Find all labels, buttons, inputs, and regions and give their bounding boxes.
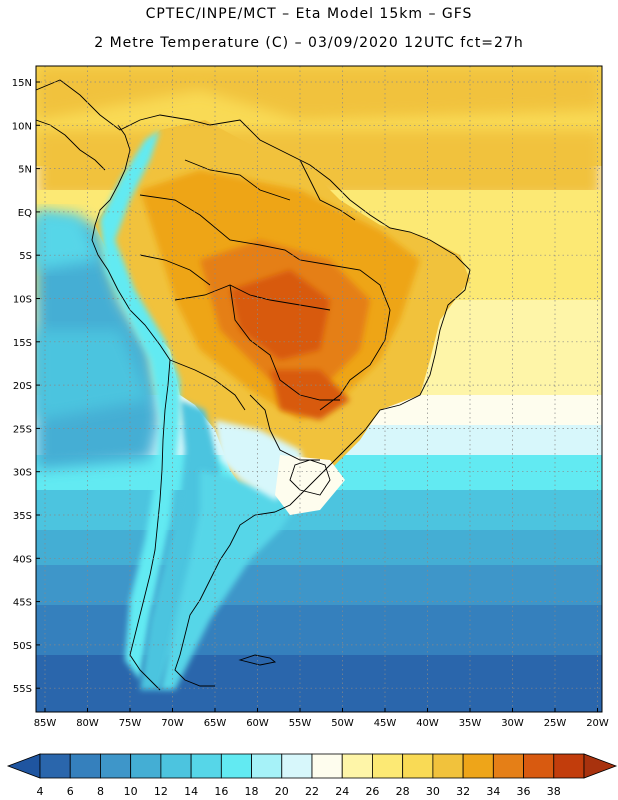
lat-label: 35S — [13, 511, 32, 522]
colorbar-label: 4 — [37, 785, 44, 798]
colorbar-over-arrow — [583, 753, 618, 779]
colorbar-label: 12 — [154, 785, 168, 798]
lat-label: 25S — [13, 424, 32, 435]
lon-label: 25W — [544, 718, 567, 729]
lon-label: 40W — [416, 718, 439, 729]
colorbar-swatch — [523, 753, 555, 779]
lat-label: 10N — [12, 121, 32, 132]
lon-label: 55W — [289, 718, 312, 729]
lon-label: 85W — [34, 718, 57, 729]
colorbar-label: 28 — [396, 785, 410, 798]
colorbar-swatch — [160, 753, 192, 779]
coastlines — [36, 79, 471, 691]
title-line-2: 2 Metre Temperature (C) – 03/09/2020 12U… — [94, 35, 524, 51]
map-frame — [35, 65, 603, 713]
lat-label: 5N — [18, 165, 32, 176]
colorbar-swatch — [100, 753, 132, 779]
colorbar-swatch — [39, 753, 71, 779]
colorbar-swatch — [492, 753, 524, 779]
lon-label: 80W — [76, 718, 99, 729]
colorbar-swatch — [402, 753, 434, 779]
latitude-labels: 15N 10N 5N EQ 5S 10S 15S 20S 25S 30S 35S 40S 45S 50S 5… — [12, 78, 40, 695]
lon-label: 30W — [501, 718, 524, 729]
colorbar-swatch — [190, 753, 222, 779]
lat-label: 30S — [13, 468, 32, 479]
colorbar-swatch — [372, 753, 404, 779]
colorbar-swatch — [432, 753, 464, 779]
lon-label: 65W — [204, 718, 227, 729]
colorbar-label: 34 — [486, 785, 500, 798]
colorbar-label: 18 — [245, 785, 259, 798]
colorbar-label: 24 — [335, 785, 349, 798]
colorbar-label: 22 — [305, 785, 319, 798]
colorbar-label: 26 — [365, 785, 379, 798]
colorbar-label: 36 — [517, 785, 531, 798]
colorbar-swatch — [130, 753, 162, 779]
colorbar-swatch — [251, 753, 283, 779]
colorbar-swatch — [281, 753, 313, 779]
colorbar-swatch — [553, 753, 585, 779]
colorbar-label: 16 — [214, 785, 228, 798]
lat-label: 50S — [13, 641, 32, 652]
lat-label: 45S — [13, 598, 32, 609]
colorbar-label: 14 — [184, 785, 198, 798]
lat-label: 10S — [13, 295, 32, 306]
title-line-1: CPTEC/INPE/MCT – Eta Model 15km – GFS — [145, 6, 473, 22]
map-field — [36, 66, 602, 712]
lat-label: EQ — [18, 208, 32, 219]
colorbar-label: 30 — [426, 785, 440, 798]
lon-label: 45W — [374, 718, 397, 729]
lon-label: 35W — [459, 718, 482, 729]
lat-label: 20S — [13, 381, 32, 392]
lon-label: 50W — [331, 718, 354, 729]
colorbar: 4 6 8 10 12 14 16 18 20 22 24 26 28 30 32 34 36 38 — [6, 753, 618, 798]
colorbar-under-arrow — [6, 753, 41, 779]
colorbar-label: 6 — [67, 785, 74, 798]
lat-label: 15S — [13, 338, 32, 349]
lat-label: 15N — [12, 78, 32, 89]
lat-label: 55S — [13, 684, 32, 695]
colorbar-label: 20 — [275, 785, 289, 798]
lon-label: 60W — [246, 718, 269, 729]
colorbar-label: 8 — [97, 785, 104, 798]
lon-label: 20W — [586, 718, 609, 729]
colorbar-label: 10 — [124, 785, 138, 798]
colorbar-swatch — [311, 753, 343, 779]
lon-label: 75W — [119, 718, 142, 729]
colorbar-swatch — [220, 753, 252, 779]
colorbar-label: 38 — [547, 785, 561, 798]
lat-label: 40S — [13, 554, 32, 565]
longitude-labels: 85W 80W 75W 70W 65W 60W 55W 50W 45W 40W 35W 30W 25W 2… — [34, 708, 609, 729]
lat-label: 5S — [19, 251, 32, 262]
colorbar-label: 32 — [456, 785, 470, 798]
colorbar-swatch — [462, 753, 494, 779]
lon-label: 70W — [161, 718, 184, 729]
colorbar-swatch — [69, 753, 101, 779]
colorbar-swatch — [341, 753, 373, 779]
